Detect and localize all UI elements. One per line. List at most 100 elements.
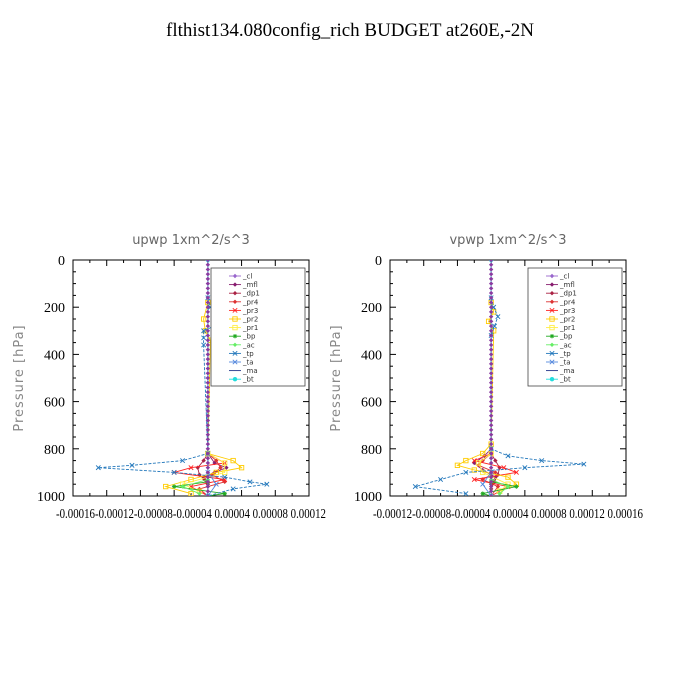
zero-line-marker <box>488 380 494 385</box>
series-marker-tp <box>495 314 501 320</box>
y-tick-label: 600 <box>44 396 65 411</box>
series-line-pr1 <box>181 453 226 492</box>
zero-line-marker <box>488 423 494 428</box>
zero-line-marker <box>488 328 494 333</box>
zero-line-marker <box>205 465 211 470</box>
zero-line-marker <box>205 361 211 367</box>
zero-line-marker <box>488 342 494 348</box>
series-marker-pr4 <box>214 458 219 463</box>
zero-line-marker <box>205 260 211 263</box>
zero-line-marker <box>205 493 211 496</box>
zero-line-marker <box>205 314 211 319</box>
x-tick-labels: -0.00012-0.00008-0.00004 0.00004 0.00008… <box>373 507 643 522</box>
zero-line-marker <box>488 295 494 300</box>
legend-label: _bt <box>242 376 254 384</box>
legend-label: _ma <box>559 367 575 375</box>
legend-marker <box>232 273 238 279</box>
series-line-tp <box>415 297 584 495</box>
zero-line-marker <box>205 389 211 395</box>
legend-marker <box>549 291 555 296</box>
zero-line-marker <box>205 319 211 324</box>
series-marker-ac <box>497 491 502 496</box>
series-marker-pr2 <box>505 474 511 480</box>
legend-label: _dp1 <box>242 290 260 298</box>
zero-line-marker <box>205 371 211 376</box>
zero-line-marker <box>488 489 494 494</box>
zero-line-marker <box>205 418 211 423</box>
zero-line-marker <box>205 437 211 442</box>
zero-line-marker <box>205 295 211 300</box>
legend-marker <box>549 359 555 365</box>
series-marker-pr4 <box>222 479 227 485</box>
zero-line-marker <box>205 408 211 414</box>
zero-line-marker <box>488 319 494 324</box>
zero-line-marker <box>488 276 494 282</box>
y-tick-label: 400 <box>44 348 65 363</box>
legend-label: _ta <box>242 359 254 367</box>
zero-line-marker <box>205 413 211 418</box>
series-marker-pr4 <box>495 484 501 489</box>
zero-line-marker <box>488 385 494 390</box>
series-marker-ta <box>213 481 219 487</box>
zero-line-marker <box>488 375 494 381</box>
series-marker-tp <box>491 323 498 329</box>
zero-line-marker <box>488 281 494 286</box>
series-marker-pr2 <box>238 465 245 471</box>
legend-marker <box>232 291 238 296</box>
zero-line-marker <box>205 427 211 433</box>
zero-line-marker <box>205 489 211 494</box>
legend-label: _dp1 <box>559 290 577 298</box>
zero-line-marker <box>205 470 211 475</box>
legend-marker <box>232 324 238 331</box>
series-line-ac <box>181 479 209 495</box>
zero-line-marker <box>205 333 211 338</box>
zero-line-marker <box>488 356 494 362</box>
legend-marker <box>549 316 555 322</box>
zero-line-marker <box>488 427 494 433</box>
zero-line-marker <box>205 484 211 489</box>
legend-marker <box>232 342 238 347</box>
zero-line-marker <box>488 300 494 305</box>
legend-label: _pr1 <box>242 324 258 332</box>
legend-marker <box>232 316 238 322</box>
legend-label: _mfl <box>242 281 258 289</box>
series-marker-tp <box>180 458 186 464</box>
series-marker-ac <box>197 491 202 496</box>
zero-line-marker <box>205 366 211 371</box>
legend-marker <box>549 350 555 356</box>
zero-line-marker <box>488 338 494 343</box>
series-marker-tp <box>505 453 511 459</box>
series-marker-pr3 <box>513 469 519 475</box>
zero-line-marker <box>205 474 211 480</box>
zero-line-marker <box>488 309 494 315</box>
legend-label: _bt <box>559 376 571 384</box>
series-line-pr1 <box>477 453 509 492</box>
series-marker-ta <box>480 481 486 487</box>
series-marker-dp1 <box>493 458 498 463</box>
zero-line-marker <box>488 399 494 404</box>
legend-marker <box>232 359 238 365</box>
series-marker-tp <box>438 476 444 482</box>
legend-marker <box>549 342 555 347</box>
legend-label: _ac <box>559 341 572 349</box>
legend-label: _cl <box>242 273 252 281</box>
page-title: flthist134.080config_rich BUDGET at260E,… <box>166 20 534 41</box>
legend-label: _tp <box>242 350 254 358</box>
series-group <box>412 260 587 496</box>
zero-line-marker <box>488 361 494 367</box>
zero-line-marker <box>488 271 494 277</box>
series-marker-tp <box>129 462 135 468</box>
zero-line-marker <box>205 404 211 409</box>
series-marker-tp <box>95 465 101 471</box>
panel-title: vpwp 1xm^2/s^3 <box>449 233 566 248</box>
legend-marker <box>549 307 555 313</box>
series-marker-pr3 <box>188 465 194 471</box>
legend-marker <box>549 334 555 339</box>
series-marker-dp1 <box>201 458 206 463</box>
zero-line-marker <box>488 260 494 263</box>
y-tick-label: 600 <box>361 396 382 411</box>
x-tick-labels: -0.00016-0.00012-0.00008-0.00004 0.00004… <box>56 507 326 522</box>
zero-line-marker <box>488 432 494 437</box>
legend-label: _pr4 <box>559 298 576 306</box>
zero-line-marker <box>488 305 494 310</box>
